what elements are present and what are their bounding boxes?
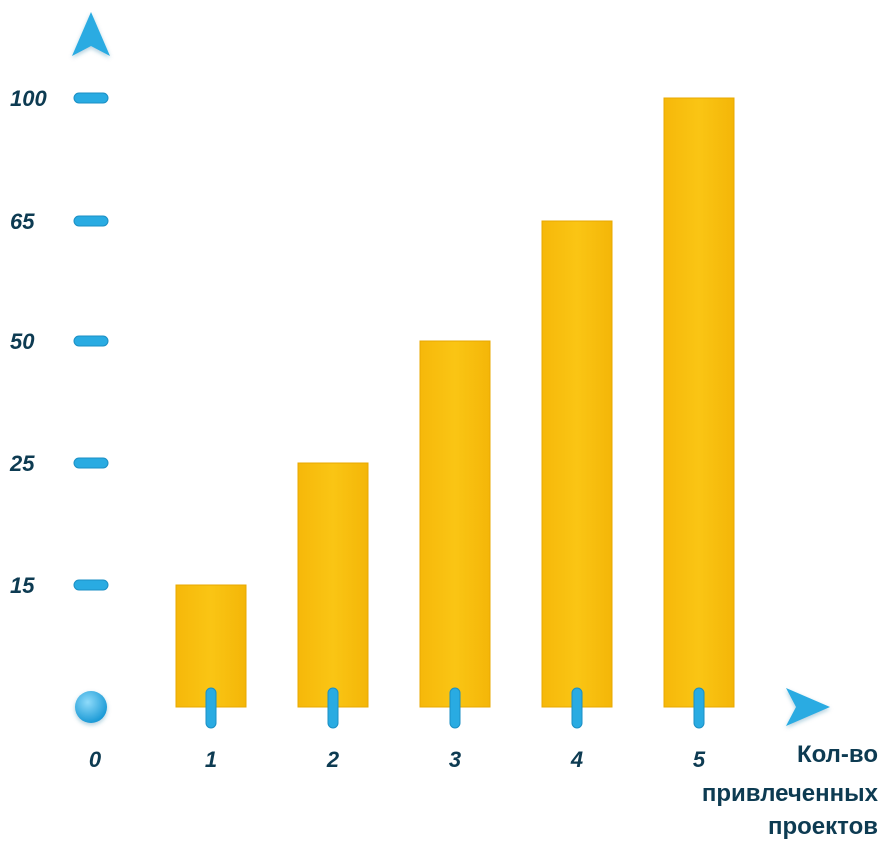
x-axis-title-line-1: Кол-во bbox=[797, 741, 878, 768]
x-tick-4 bbox=[571, 687, 583, 729]
x-tick-1 bbox=[205, 687, 217, 729]
y-tick-50 bbox=[73, 335, 109, 347]
x-axis-title-line-3: проектов bbox=[768, 813, 878, 840]
bar-3 bbox=[419, 340, 491, 708]
x-tick-2 bbox=[327, 687, 339, 729]
x-tick-label-2: 2 bbox=[326, 747, 340, 772]
x-axis-title-line-2: привлеченных bbox=[702, 780, 879, 807]
y-tick-65 bbox=[73, 215, 109, 227]
x-tick-label-5: 5 bbox=[693, 747, 706, 772]
x-tick-3 bbox=[449, 687, 461, 729]
bar-1 bbox=[175, 584, 247, 708]
y-tick-label-100: 100 bbox=[10, 86, 47, 111]
y-tick-100 bbox=[73, 92, 109, 104]
y-tick-25 bbox=[73, 457, 109, 469]
y-tick-label-50: 50 bbox=[10, 329, 35, 354]
y-axis-arrow bbox=[72, 12, 110, 56]
y-tick-label-65: 65 bbox=[10, 209, 35, 234]
y-tick-15 bbox=[73, 579, 109, 591]
origin-dot bbox=[75, 691, 107, 723]
x-tick-5 bbox=[693, 687, 705, 729]
y-tick-label-25: 25 bbox=[9, 451, 35, 476]
x-axis-arrow bbox=[786, 688, 830, 726]
bar-4 bbox=[541, 220, 613, 708]
y-tick-label-15: 15 bbox=[10, 573, 35, 598]
bar-5 bbox=[663, 97, 735, 708]
labels: 15 25 50 65 100 0 1 2 3 4 5 Кол-во привлеченных проек… bbox=[9, 86, 879, 840]
x-tick-label-4: 4 bbox=[570, 747, 583, 772]
axes bbox=[72, 12, 830, 729]
x-origin-label: 0 bbox=[89, 747, 102, 772]
bars bbox=[175, 97, 735, 708]
x-tick-label-1: 1 bbox=[205, 747, 217, 772]
bar-2 bbox=[297, 462, 369, 708]
x-tick-label-3: 3 bbox=[449, 747, 461, 772]
